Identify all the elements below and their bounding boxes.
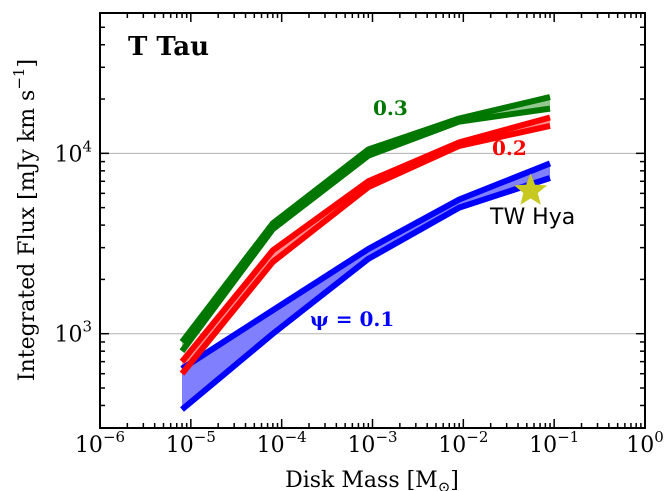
tw-hya-star-marker bbox=[514, 173, 548, 205]
x-tick-label-exp-3: −3 bbox=[375, 428, 397, 446]
series-label-2: 0.3 bbox=[373, 96, 408, 120]
series-label-0: ψ = 0.1 bbox=[310, 307, 394, 331]
series-upper-line-1 bbox=[179, 114, 551, 364]
series-upper-line-0 bbox=[180, 160, 552, 372]
y-tick-label-1: 104 bbox=[54, 137, 92, 167]
x-axis-title-close: ] bbox=[450, 468, 459, 491]
annotations: TW Hya bbox=[489, 173, 575, 230]
y-axis-title-sup: −1 bbox=[10, 68, 28, 90]
y-axis-title-text: Integrated Flux [mJy km s bbox=[15, 90, 40, 381]
axis-ticks bbox=[99, 12, 646, 429]
x-tick-label-exp-1: −5 bbox=[194, 428, 216, 446]
x-axis-title-text: Disk Mass [M bbox=[285, 468, 438, 491]
x-tick-label-base-0: 10 bbox=[75, 433, 103, 458]
panel-title: T Tau bbox=[128, 32, 209, 62]
x-tick-label-6: 100 bbox=[626, 428, 664, 458]
series-lower-line-2 bbox=[179, 105, 551, 353]
x-tick-label-base-3: 10 bbox=[347, 433, 375, 458]
y-axis-title: Integrated Flux [mJy km s−1] bbox=[10, 59, 40, 381]
x-tick-label-base-1: 10 bbox=[166, 433, 194, 458]
y-tick-label-0: 103 bbox=[54, 318, 92, 348]
x-tick-label-2: 10−4 bbox=[257, 428, 307, 458]
x-tick-label-exp-4: −2 bbox=[466, 428, 488, 446]
y-tick-label-base-1: 10 bbox=[54, 142, 82, 167]
series-upper-line-2 bbox=[179, 94, 551, 344]
series-labels: ψ = 0.1 0.2 0.3 bbox=[310, 96, 527, 331]
x-tick-label-exp-6: 0 bbox=[654, 428, 664, 446]
x-tick-label-base-2: 10 bbox=[257, 433, 285, 458]
x-tick-label-base-6: 10 bbox=[626, 433, 654, 458]
series-lines bbox=[179, 94, 552, 412]
x-tick-label-exp-5: −1 bbox=[557, 428, 579, 446]
x-tick-label-exp-2: −4 bbox=[285, 428, 307, 446]
y-axis-title-close: ] bbox=[15, 59, 40, 68]
x-axis-title: Disk Mass [M⊙] bbox=[285, 468, 459, 491]
x-tick-label-3: 10−3 bbox=[347, 428, 397, 458]
y-tick-label-base-0: 10 bbox=[54, 323, 82, 348]
series-lower-line-0 bbox=[180, 175, 551, 412]
x-tick-label-exp-0: −6 bbox=[103, 428, 125, 446]
y-tick-label-exp-1: 4 bbox=[82, 137, 92, 155]
x-tick-label-base-4: 10 bbox=[438, 433, 466, 458]
x-tick-label-4: 10−2 bbox=[438, 428, 488, 458]
series-label-1: 0.2 bbox=[492, 136, 527, 160]
x-axis-title-sub: ⊙ bbox=[438, 478, 451, 491]
y-tick-label-exp-0: 3 bbox=[82, 318, 92, 336]
series-lower-line-1 bbox=[179, 122, 551, 376]
x-tick-label-5: 10−1 bbox=[529, 428, 579, 458]
x-tick-label-0: 10−6 bbox=[75, 428, 125, 458]
tw-hya-label: TW Hya bbox=[489, 205, 575, 230]
x-tick-label-1: 10−5 bbox=[166, 428, 216, 458]
x-tick-label-base-5: 10 bbox=[529, 433, 557, 458]
